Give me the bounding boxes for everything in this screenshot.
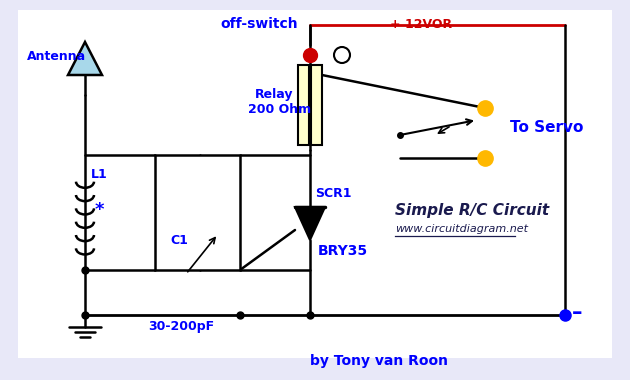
Text: by Tony van Roon: by Tony van Roon	[310, 354, 448, 368]
Text: L1: L1	[91, 168, 108, 181]
Text: + 12VOR: + 12VOR	[390, 18, 452, 31]
Text: 200 Ohm: 200 Ohm	[248, 103, 311, 116]
Bar	[298, 65, 309, 145]
Text: Simple R/C Circuit: Simple R/C Circuit	[395, 203, 549, 218]
Text: *: *	[95, 201, 105, 219]
Text: C1: C1	[170, 234, 188, 247]
Text: 30-200pF: 30-200pF	[148, 320, 214, 333]
Text: BRY35: BRY35	[318, 244, 368, 258]
Text: off-switch: off-switch	[220, 17, 297, 31]
Text: www.circuitdiagram.net: www.circuitdiagram.net	[395, 224, 528, 234]
Text: SCR1: SCR1	[315, 187, 352, 200]
Text: To Servo: To Servo	[510, 120, 583, 135]
Text: Relay: Relay	[255, 88, 294, 101]
Text: –: –	[572, 303, 583, 323]
Polygon shape	[68, 42, 102, 75]
Bar	[155, 155, 240, 270]
Bar	[311, 65, 322, 145]
Text: Antenna: Antenna	[27, 50, 86, 63]
Circle shape	[334, 47, 350, 63]
Polygon shape	[295, 207, 325, 240]
